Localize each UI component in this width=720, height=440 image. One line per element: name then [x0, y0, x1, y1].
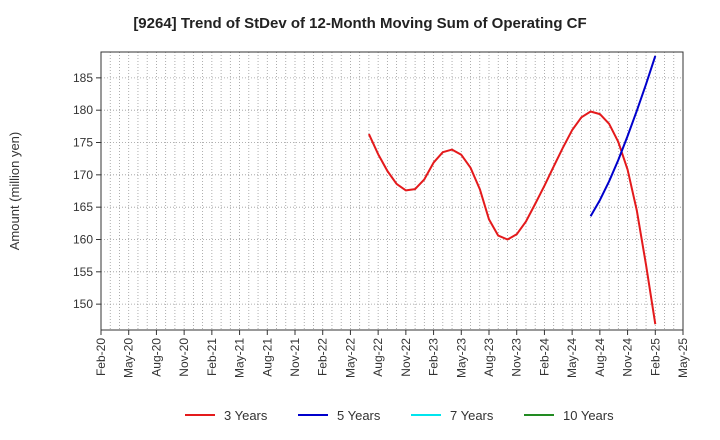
x-tick-label: Feb-21: [205, 338, 219, 376]
y-tick-label: 160: [73, 232, 93, 246]
x-tick-label: May-25: [676, 338, 690, 378]
y-axis-label: Amount (million yen): [7, 132, 22, 251]
chart-title: [9264] Trend of StDev of 12-Month Moving…: [133, 15, 586, 32]
plot-area-frame: [100, 51, 684, 331]
legend-label-5-years: 5 Years: [337, 408, 381, 423]
y-axis-ticks: 150 155 160 165 170 175 180 185: [73, 71, 101, 311]
x-tick-label: Aug-23: [482, 338, 496, 377]
x-tick-label: May-21: [233, 338, 247, 378]
x-tick-label: Feb-25: [648, 338, 662, 376]
legend-label-7-years: 7 Years: [450, 408, 494, 423]
x-tick-label: May-24: [565, 338, 579, 378]
series-lines: [367, 55, 657, 325]
x-tick-label: Nov-24: [621, 338, 635, 377]
grid-lines: [101, 52, 683, 330]
y-tick-label: 150: [73, 297, 93, 311]
x-tick-label: Nov-22: [399, 338, 413, 377]
x-axis-ticks: Feb-20 May-20 Aug-20 Nov-20 Feb-21 May-21 Aug-…: [94, 330, 690, 378]
x-tick-label: May-23: [454, 338, 468, 378]
legend: 3 Years 5 Years 7 Years 10 Years: [185, 408, 614, 423]
x-tick-label: Nov-21: [288, 338, 302, 377]
y-tick-label: 185: [73, 71, 93, 85]
x-tick-label: Aug-24: [593, 338, 607, 377]
y-tick-label: 180: [73, 103, 93, 117]
x-tick-label: Nov-20: [177, 338, 191, 377]
x-tick-label: Feb-23: [427, 338, 441, 376]
x-tick-label: Feb-22: [316, 338, 330, 376]
legend-label-10-years: 10 Years: [563, 408, 614, 423]
x-tick-label: May-22: [343, 338, 357, 378]
x-tick-label: Feb-20: [94, 338, 108, 376]
y-tick-label: 155: [73, 265, 93, 279]
y-tick-label: 175: [73, 136, 93, 150]
y-tick-label: 170: [73, 168, 93, 182]
series-line-3-years: [367, 110, 657, 325]
x-tick-label: Nov-23: [510, 338, 524, 377]
legend-label-3-years: 3 Years: [224, 408, 268, 423]
x-tick-label: May-20: [122, 338, 136, 378]
series-line-5-years: [589, 55, 657, 217]
x-tick-label: Feb-24: [537, 338, 551, 376]
y-tick-label: 165: [73, 200, 93, 214]
x-tick-label: Aug-21: [260, 338, 274, 377]
x-tick-label: Aug-20: [149, 338, 163, 377]
x-tick-label: Aug-22: [371, 338, 385, 377]
